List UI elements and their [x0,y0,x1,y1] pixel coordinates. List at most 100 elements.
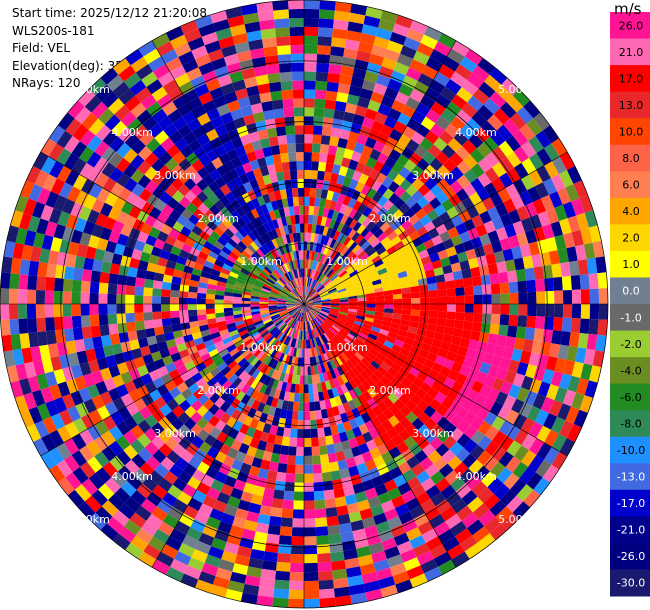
velocity-gate [373,356,384,366]
velocity-gate [393,474,407,488]
velocity-gate [62,366,75,382]
velocity-gate [370,91,385,104]
velocity-gate [517,280,528,293]
velocity-gate [189,351,201,361]
velocity-gate [137,145,153,161]
velocity-gate [288,281,295,290]
velocity-gate [430,123,445,138]
velocity-gate [513,445,529,462]
velocity-gate [301,321,304,331]
velocity-gate [521,141,537,158]
velocity-gate [348,306,358,310]
velocity-gate [333,155,344,166]
velocity-gate [391,344,402,353]
velocity-gate [207,278,218,286]
velocity-gate [171,177,184,191]
velocity-gate [406,118,421,132]
velocity-gate [340,224,349,235]
velocity-gate [346,94,360,106]
velocity-gate [289,17,304,28]
velocity-gate [392,23,410,37]
velocity-gate [363,244,374,254]
velocity-gate [383,340,394,349]
velocity-gate [257,513,271,525]
velocity-gate [328,219,336,229]
velocity-gate [436,318,447,327]
velocity-gate [171,323,182,332]
velocity-gate [417,411,431,425]
velocity-gate [278,362,285,372]
velocity-gate [213,500,228,513]
velocity-gate [595,256,607,274]
velocity-gate [50,413,65,430]
velocity-gate [466,519,485,536]
velocity-gate [512,373,526,388]
velocity-gate [365,263,376,272]
velocity-gate [144,180,159,194]
velocity-gate [231,459,244,471]
velocity-gate [184,28,202,43]
velocity-gate [189,279,200,288]
velocity-gate [298,312,302,322]
velocity-gate [402,256,413,266]
velocity-gate [557,403,572,421]
velocity-gate [420,94,436,109]
velocity-gate [215,290,225,296]
colorbar-segment [610,436,650,464]
velocity-gate [410,315,420,323]
velocity-gate [277,266,285,276]
velocity-gate [470,177,484,192]
velocity-gate [222,455,235,468]
velocity-gate [94,140,110,157]
velocity-gate [425,57,443,72]
velocity-gate [560,331,571,346]
velocity-gate [374,311,384,317]
velocity-gate [45,400,59,417]
velocity-gate [561,276,572,291]
velocity-gate [183,505,199,520]
velocity-gate [20,180,35,199]
colorbar-segment [610,171,650,199]
velocity-gate [313,206,320,216]
velocity-gate [31,389,46,407]
velocity-gate [205,298,215,304]
velocity-gate [425,536,443,551]
velocity-gate [435,115,451,131]
velocity-gate [191,225,203,236]
velocity-gate [459,468,475,484]
velocity-gate [348,159,359,171]
velocity-gate [102,344,114,358]
velocity-gate [270,338,278,348]
nrays-label: NRays: 120 [12,76,81,90]
velocity-gate [42,416,57,434]
velocity-gate [30,346,42,362]
velocity-gate [310,232,316,243]
velocity-gate [228,373,239,384]
velocity-gate [187,291,198,299]
velocity-gate [316,336,323,346]
velocity-gate [304,107,315,117]
velocity-gate [304,527,317,537]
velocity-gate [549,400,563,417]
velocity-gate [329,200,338,211]
velocity-gate [245,386,255,397]
velocity-gate [331,210,340,221]
velocity-gate [281,436,290,447]
velocity-gate [156,499,173,514]
velocity-gate [526,118,543,136]
velocity-gate [136,268,147,279]
velocity-gate [17,289,28,304]
velocity-gate [328,379,336,389]
velocity-gate [405,372,417,383]
velocity-gate [282,98,294,109]
velocity-gate [214,124,228,137]
velocity-gate [464,542,483,559]
velocity-gate [329,542,344,553]
velocity-gate [208,415,220,427]
velocity-gate [337,255,346,265]
velocity-gate [339,203,348,215]
velocity-gate [452,270,463,281]
velocity-gate [309,289,316,298]
velocity-gate [171,164,185,178]
velocity-gate [231,187,242,199]
